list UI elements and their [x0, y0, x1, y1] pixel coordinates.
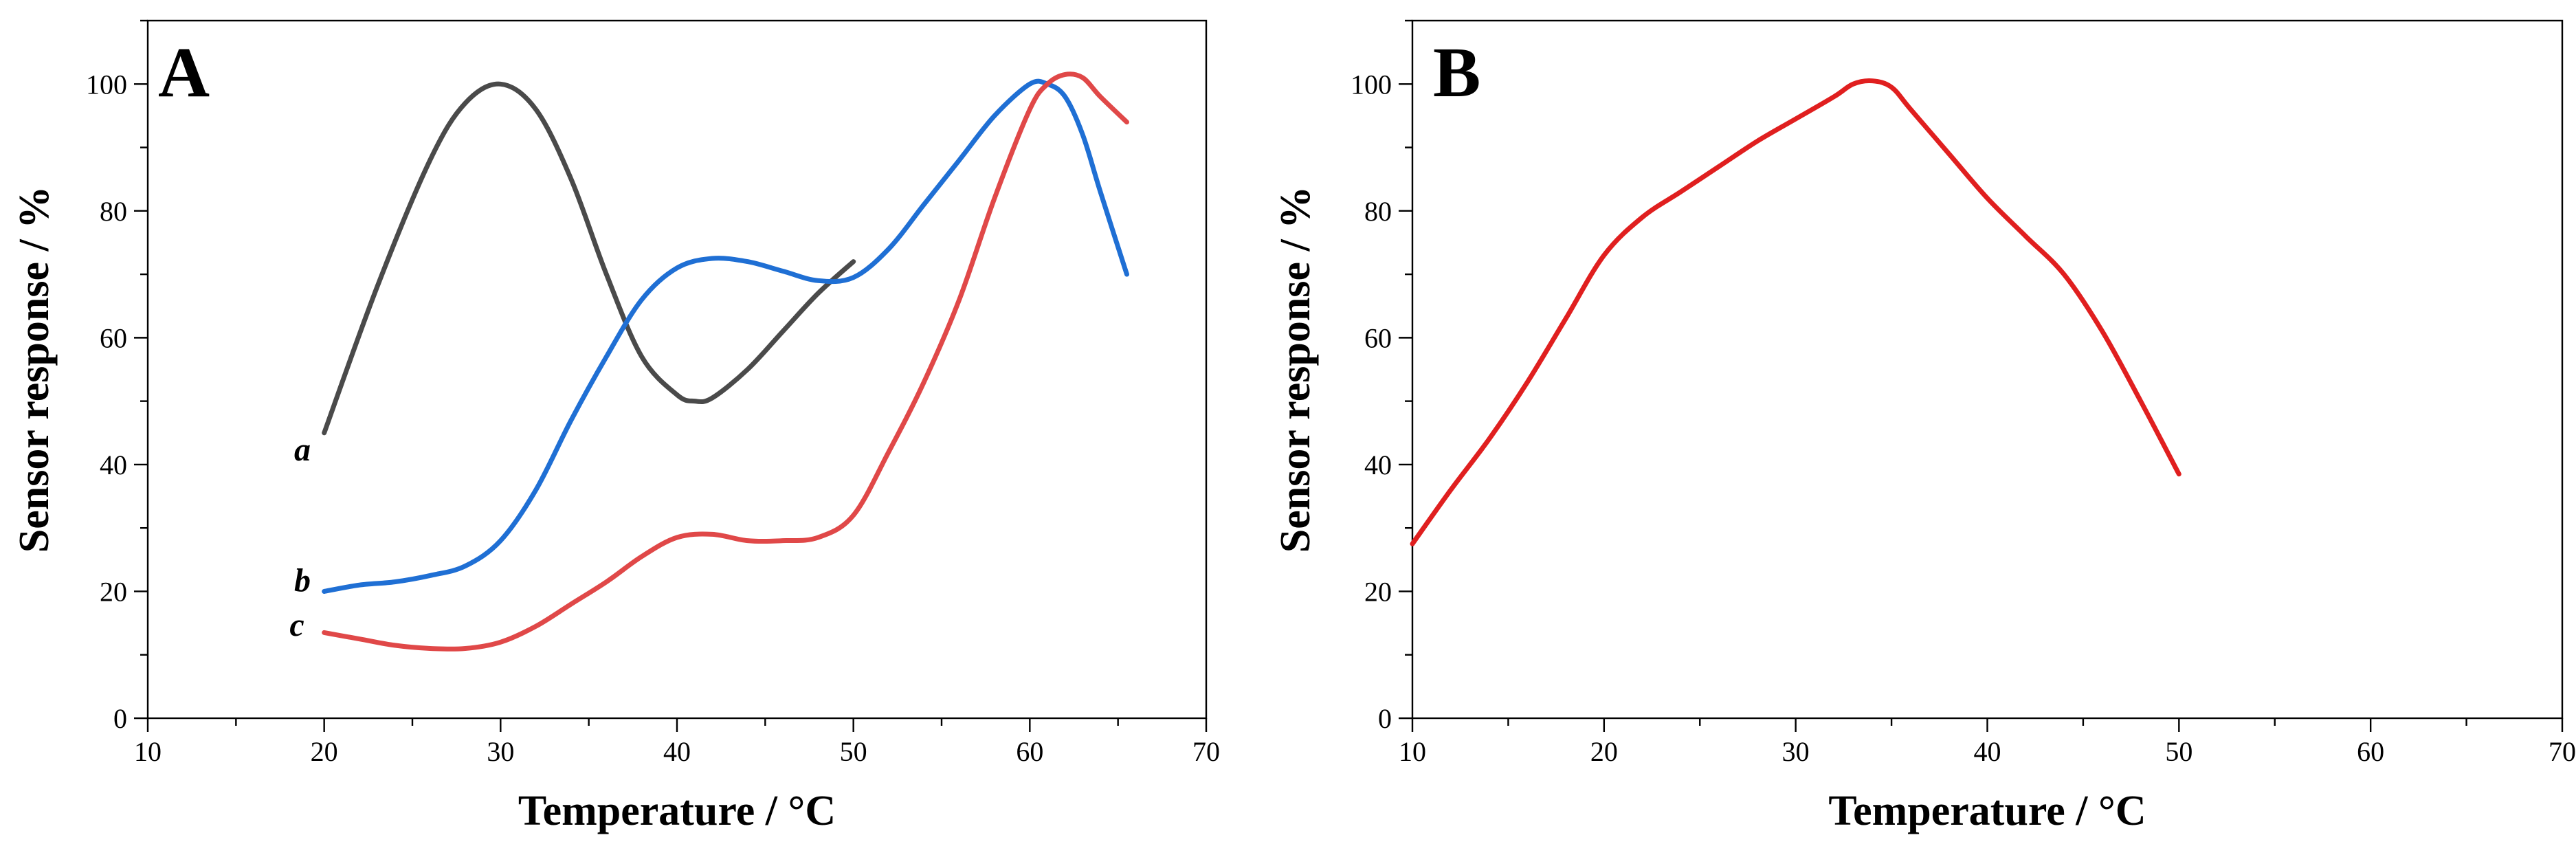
- panel-a-x-tick-label: 30: [487, 736, 514, 767]
- panel-a-y-tick-label: 60: [100, 322, 127, 353]
- panel-b-y-tick-label: 40: [1364, 449, 1392, 480]
- panel-b-y-axis-title: Sensor response / %: [1272, 186, 1319, 553]
- panel-a-series-c-line: [322, 71, 1129, 652]
- panel-a-series-b-label: b: [294, 562, 311, 599]
- panel-a-label: A: [158, 33, 210, 112]
- panel-a-y-tick-label: 100: [86, 69, 127, 100]
- panel-a-plot-frame: [146, 19, 1208, 720]
- panel-b-x-tick-label: 50: [2165, 736, 2192, 767]
- panel-b-y-tick-label: 20: [1364, 576, 1392, 607]
- panel-a-chart: A 10 20 30 40 50 60 70 0 20 40 60 80 100 Temperature …: [11, 19, 1220, 834]
- panel-a-x-tick-label: 10: [134, 736, 162, 767]
- panel-b-x-tick-label: 30: [1782, 736, 1810, 767]
- panel-a-x-tick-label: 70: [1192, 736, 1220, 767]
- panel-b-y-tick-label: 60: [1364, 322, 1392, 353]
- panel-a-y-tick-label: 40: [100, 449, 127, 480]
- panel-a-x-tick-label: 60: [1016, 736, 1043, 767]
- panel-b-chart: B 10 20 30 40 50 60 70 0 20 40 60 80 100 Temperature …: [1272, 19, 2576, 834]
- panel-b-x-tick-label: 60: [2357, 736, 2384, 767]
- panel-a-y-tick-label: 20: [100, 576, 127, 607]
- panel-b-x-tick-label: 40: [1974, 736, 2001, 767]
- panel-a-series-a-line: [322, 81, 856, 436]
- panel-a-x-tick-label: 50: [840, 736, 867, 767]
- panel-a-y-tick-label: 80: [100, 196, 127, 227]
- panel-b-y-tick-label: 0: [1378, 703, 1392, 734]
- panel-a-series-a-label: a: [294, 432, 311, 468]
- panel-b-x-tick-label: 20: [1590, 736, 1618, 767]
- panel-a-x-axis-title: Temperature / °C: [518, 788, 836, 834]
- panel-a-y-tick-label: 0: [113, 703, 127, 734]
- panel-b-x-tick-label: 70: [2549, 736, 2576, 767]
- panel-a-x-tick-label: 20: [311, 736, 338, 767]
- panel-b-x-axis-title: Temperature / °C: [1828, 788, 2146, 834]
- panel-a-y-axis-title: Sensor response / %: [11, 186, 58, 553]
- panel-a-series-b-line: [322, 78, 1129, 594]
- panel-b-x-tick-label: 10: [1399, 736, 1426, 767]
- panel-b-label: B: [1433, 33, 1480, 112]
- panel-b-y-tick-label: 80: [1364, 196, 1392, 227]
- panel-b-y-tick-label: 100: [1351, 69, 1392, 100]
- panel-b-series-sensor-line: [1410, 78, 2181, 546]
- panel-a-series-c-label: c: [289, 607, 304, 643]
- panel-a-x-tick-label: 40: [663, 736, 691, 767]
- panel-b-plot-frame: [1411, 19, 2564, 720]
